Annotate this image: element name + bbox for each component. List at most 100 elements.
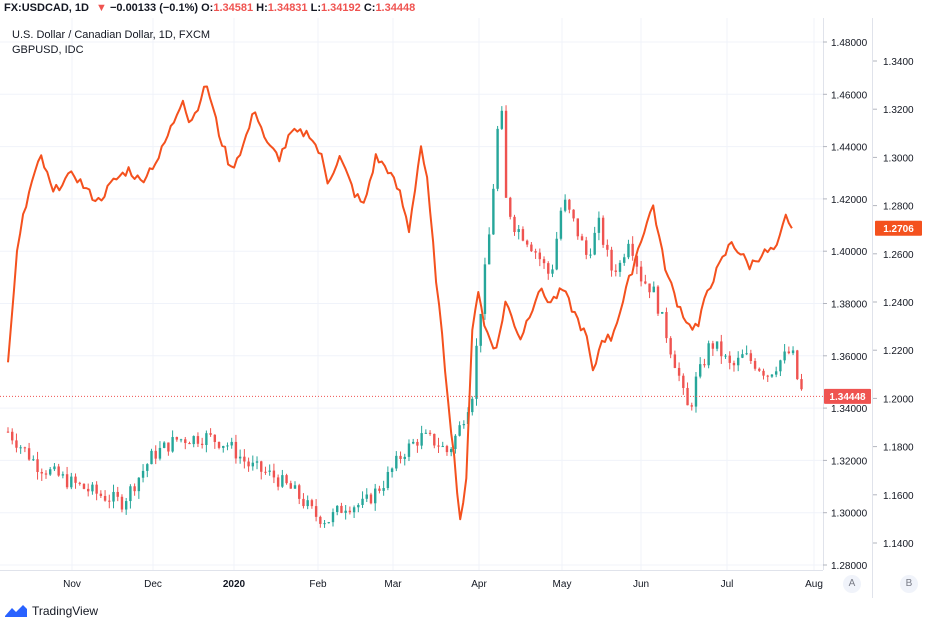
candle-body: [703, 364, 705, 365]
time-tick-label: Jun: [633, 579, 649, 590]
high-value: 1.34831: [268, 2, 308, 14]
candle-body: [733, 363, 735, 365]
candle-body: [691, 405, 693, 406]
candle-body: [484, 264, 486, 314]
left-tick-label: 1.28000: [831, 561, 868, 572]
candle-body: [91, 485, 93, 492]
right-tick-label: 1.2800: [883, 202, 914, 213]
candle-body: [509, 198, 511, 217]
candle-body: [332, 512, 334, 522]
candle-body: [95, 485, 97, 494]
candle-body: [682, 376, 684, 388]
candle-body: [247, 462, 249, 467]
left-tick-label: 1.30000: [831, 509, 868, 520]
candle-body: [501, 111, 503, 129]
candle-body: [695, 377, 697, 407]
candle-body: [505, 111, 507, 198]
candle-body: [7, 432, 9, 433]
candle-body: [610, 250, 612, 271]
candle-body: [45, 473, 47, 474]
candle-body: [631, 244, 633, 256]
candle-body: [79, 483, 81, 484]
candle-body: [623, 257, 625, 263]
candle-body: [205, 433, 207, 445]
candle-body: [36, 459, 38, 472]
candle-body: [442, 446, 444, 447]
candle-body: [340, 506, 342, 513]
candle-body: [526, 241, 528, 245]
candle-body: [758, 369, 760, 371]
candle-body: [184, 439, 186, 443]
candle-body: [420, 433, 422, 446]
candle-body: [450, 449, 452, 452]
candle-body: [70, 477, 72, 488]
usdcad-last-price: 1.34448: [829, 392, 866, 403]
candle-body: [323, 523, 325, 524]
candle-body: [24, 447, 26, 448]
candle-body: [285, 475, 287, 483]
candle-body: [366, 494, 368, 498]
left-tick-label: 1.32000: [831, 456, 868, 467]
candle-body: [357, 505, 359, 507]
auto-scale-button[interactable]: A: [843, 575, 861, 593]
change-down-arrow-icon: ▼: [96, 2, 107, 14]
candle-body: [361, 499, 363, 505]
candle-body: [222, 446, 224, 448]
left-tick-label: 1.44000: [831, 143, 868, 154]
candle-body: [429, 433, 431, 434]
candle-body: [627, 244, 629, 257]
candle-body: [644, 281, 646, 283]
candle-body: [66, 474, 68, 487]
usdcad-axis[interactable]: 1.48000 1.46000 1.44000 1.42000 1.40000 1.380…: [823, 38, 868, 572]
candle-body: [564, 200, 566, 211]
candle-body: [454, 436, 456, 449]
main-series-title[interactable]: U.S. Dollar / Canadian Dollar, 1D, FXCM: [12, 29, 210, 41]
scale-b-button[interactable]: B: [900, 575, 918, 593]
candle-body: [480, 314, 482, 346]
candle-body: [201, 444, 203, 445]
time-axis[interactable]: Nov Dec 2020 Feb Mar Apr May Jun Jul Aug: [63, 579, 823, 590]
time-tick-label: Aug: [805, 579, 823, 590]
gbpusd-line: [8, 87, 792, 520]
compare-series-title[interactable]: GBPUSD, IDC: [12, 44, 84, 56]
candle-body: [458, 425, 460, 436]
time-tick-label: Jul: [721, 579, 734, 590]
candle-body: [534, 251, 536, 252]
candle-body: [302, 499, 304, 506]
candle-body: [674, 354, 676, 367]
candle-body: [235, 442, 237, 459]
candle-body: [252, 463, 254, 467]
candle-body: [382, 488, 384, 491]
candle-body: [754, 361, 756, 369]
gbpusd-axis[interactable]: 1.3400 1.3200 1.3000 1.2800 1.2600 1.2400 1.22…: [873, 57, 914, 550]
right-tick-label: 1.3400: [883, 57, 914, 68]
candle-body: [328, 522, 330, 523]
candle-body: [344, 511, 346, 513]
tradingview-brand: TradingView: [32, 604, 98, 618]
candle-body: [125, 501, 127, 509]
candle-body: [315, 506, 317, 517]
right-tick-label: 1.1800: [883, 443, 914, 454]
right-tick-label: 1.3000: [883, 153, 914, 164]
time-tick-label: Dec: [144, 579, 162, 590]
symbol-label[interactable]: FX:USDCAD, 1D: [4, 2, 89, 14]
candle-body: [425, 433, 427, 434]
candle-body: [294, 485, 296, 488]
candle-body: [551, 269, 553, 273]
candle-body: [197, 436, 199, 444]
candle-body: [218, 442, 220, 448]
tradingview-logo[interactable]: TradingView: [4, 604, 98, 618]
right-tick-label: 1.2000: [883, 394, 914, 405]
candle-body: [661, 312, 663, 314]
candle-body: [281, 475, 283, 487]
candle-body: [188, 443, 190, 444]
candle-body: [239, 457, 241, 459]
candle-body: [653, 287, 655, 293]
candle-body: [543, 259, 545, 263]
candle-body: [121, 497, 123, 510]
candle-body: [180, 439, 182, 440]
time-tick-label: Apr: [471, 579, 487, 590]
candle-body: [463, 424, 465, 425]
candle-body: [256, 461, 258, 462]
